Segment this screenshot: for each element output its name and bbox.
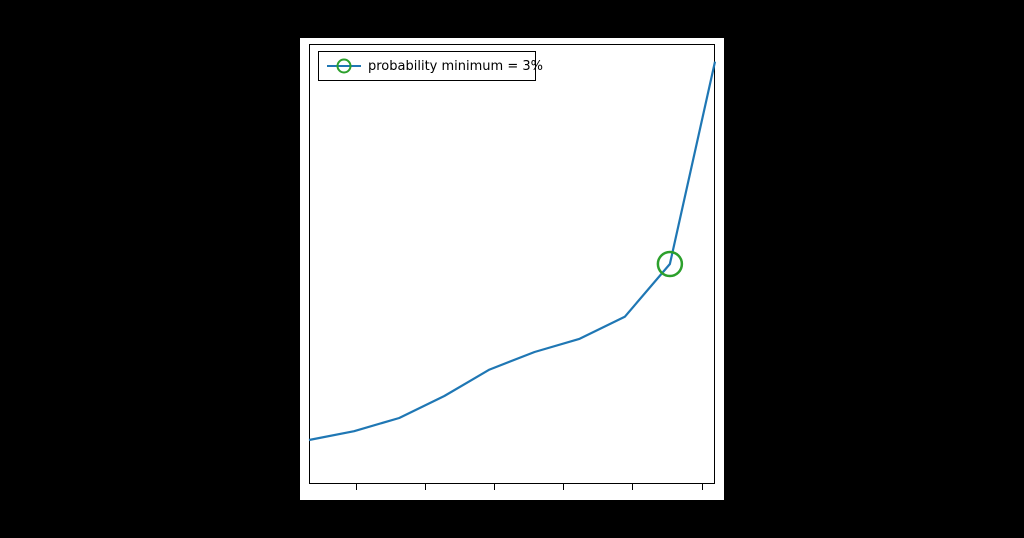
legend-label: probability minimum = 3%	[368, 59, 543, 74]
legend-marker	[327, 58, 361, 74]
x-tick	[702, 484, 703, 490]
x-tick	[494, 484, 495, 490]
x-tick	[563, 484, 564, 490]
x-tick	[356, 484, 357, 490]
x-tick	[425, 484, 426, 490]
data-line	[309, 62, 715, 440]
legend-circle-icon	[337, 59, 352, 74]
legend: probability minimum = 3%	[318, 51, 536, 81]
x-tick	[632, 484, 633, 490]
